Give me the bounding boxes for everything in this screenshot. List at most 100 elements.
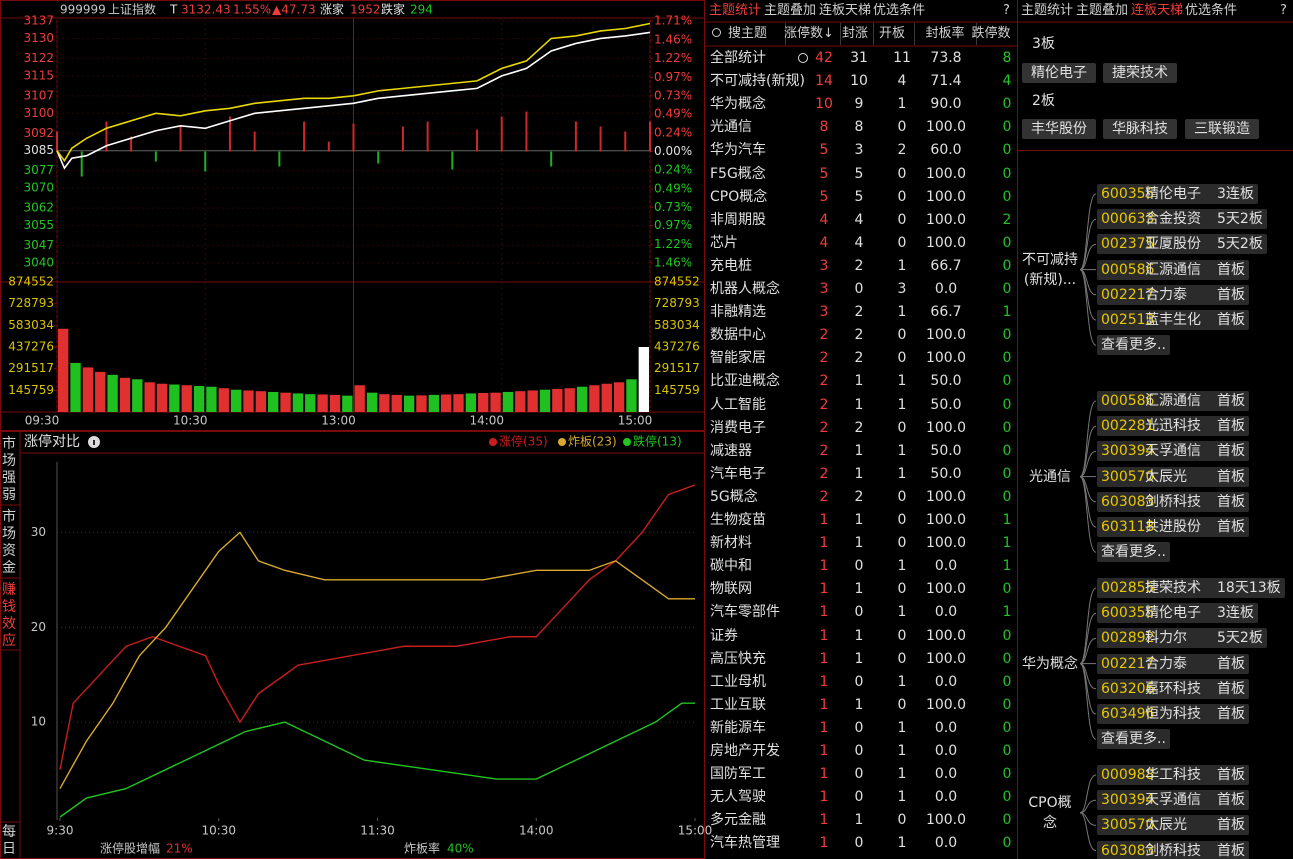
column-header[interactable]: 封板率 — [925, 26, 965, 41]
y2-tick-label: 1.46% — [654, 33, 692, 47]
stock-item[interactable]: 002217 合力泰 首板 — [1097, 653, 1249, 674]
stock-item[interactable]: 002375 亚厦股份 5天2板 — [1097, 234, 1267, 255]
group-label[interactable]: CPO概念 — [1022, 773, 1078, 853]
tab[interactable]: 连板天梯 — [819, 3, 872, 18]
stock-button[interactable]: 捷荣技术 — [1103, 63, 1177, 83]
row-name[interactable]: 人工智能 — [710, 396, 766, 413]
row-name[interactable]: 华为汽车 — [710, 142, 766, 159]
more-button[interactable]: 查看更多.. — [1097, 729, 1170, 750]
stock-button[interactable]: 华脉科技 — [1103, 119, 1177, 139]
row-name[interactable]: 芯片 — [710, 234, 738, 251]
stock-name: 合金投资 — [1145, 211, 1201, 228]
table-cell: 8 — [854, 119, 864, 136]
row-name[interactable]: 物联网 — [710, 581, 752, 598]
stock-item[interactable]: 000988 华工科技 首板 — [1097, 765, 1249, 785]
row-name[interactable]: 比亚迪概念 — [710, 373, 780, 390]
row-name[interactable]: 证券 — [710, 627, 738, 644]
stock-item[interactable]: 600355 精伦电子 3连板 — [1097, 603, 1258, 624]
row-name[interactable]: 华为概念 — [710, 96, 766, 113]
stock-item[interactable]: 603206 嘉环科技 首板 — [1097, 678, 1249, 699]
table-cell: 1 — [854, 650, 864, 667]
stock-item[interactable]: 000633 合金投资 5天2板 — [1097, 209, 1267, 230]
group-label[interactable]: 不可减持(新规)... — [1022, 230, 1078, 310]
volume-tick-label: 145759 — [8, 383, 54, 397]
tab[interactable]: 优选条件 — [873, 3, 926, 18]
column-header[interactable]: 跌停数 — [971, 26, 1011, 41]
stock-item[interactable]: 300394 天孚通信 首板 — [1097, 790, 1249, 811]
side-tab[interactable]: 每日 — [2, 824, 16, 857]
stock-item[interactable]: 603083 剑桥科技 首板 — [1097, 491, 1249, 512]
row-name[interactable]: 国防军工 — [710, 766, 766, 783]
row-name[interactable]: 机器人概念 — [710, 281, 780, 297]
x-tick-label: 13:00 — [321, 414, 356, 428]
stock-button[interactable]: 精伦电子 — [1022, 63, 1096, 83]
side-tab[interactable]: 市场强弱 — [2, 436, 16, 503]
more-button[interactable]: 查看更多.. — [1097, 335, 1170, 356]
stock-item[interactable]: 002217 合力泰 首板 — [1097, 284, 1249, 305]
row-name[interactable]: 无人驾驶 — [710, 789, 766, 806]
column-header[interactable]: 封涨 — [841, 26, 868, 41]
stock-item[interactable]: 603083 剑桥科技 首板 — [1097, 840, 1249, 859]
row-name[interactable]: 消费电子 — [710, 419, 766, 436]
row-name[interactable]: 不可减持(新规) — [710, 73, 805, 90]
x-tick-label: 10:30 — [173, 414, 208, 428]
side-tab[interactable]: 市场资金 — [2, 509, 16, 576]
row-name[interactable]: 光通信 — [710, 119, 752, 136]
row-name[interactable]: 多元金融 — [710, 812, 766, 829]
stock-item[interactable]: 002281 光迅科技 首板 — [1097, 416, 1249, 437]
stock-item[interactable]: 002513 蓝丰生化 首板 — [1097, 310, 1249, 330]
row-name[interactable]: F5G概念 — [710, 165, 766, 182]
row-name[interactable]: 充电桩 — [710, 257, 752, 274]
tab[interactable]: ? — [1280, 3, 1287, 18]
row-name[interactable]: 全部统计 — [710, 50, 766, 66]
group-label[interactable]: 光通信 — [1022, 437, 1078, 517]
row-name[interactable]: CPO概念 — [710, 188, 768, 205]
tab[interactable]: 主题叠加 — [764, 3, 817, 18]
tab[interactable]: 主题叠加 — [1076, 3, 1129, 18]
tab[interactable]: 主题统计 — [1021, 3, 1074, 18]
tab[interactable]: 连板天梯 — [1131, 3, 1184, 18]
y-tick-label: 3055 — [23, 218, 54, 232]
table-cell: 0 — [897, 327, 907, 344]
side-tab[interactable]: 赚钱效应 — [2, 582, 16, 649]
row-name[interactable]: 高压快充 — [710, 650, 766, 667]
stock-item[interactable]: 002855 捷荣技术 18天13板 — [1097, 578, 1285, 598]
row-name[interactable]: 减速器 — [710, 442, 752, 459]
row-name[interactable]: 工业母机 — [710, 673, 766, 690]
stock-item[interactable]: 002892 科力尔 5天2板 — [1097, 628, 1267, 649]
column-header[interactable]: 开板 — [878, 26, 905, 41]
table-cell: 0 — [1002, 419, 1012, 436]
row-name[interactable]: 碳中和 — [710, 558, 752, 575]
group-label[interactable]: 华为概念 — [1022, 624, 1078, 704]
row-name[interactable]: 工业互联 — [710, 696, 766, 713]
more-button[interactable]: 查看更多.. — [1097, 542, 1170, 563]
row-name[interactable]: 新能源车 — [710, 719, 766, 736]
row-name[interactable]: 非周期股 — [710, 211, 766, 228]
row-name[interactable]: 5G概念 — [710, 488, 758, 505]
row-name[interactable]: 生物疫苗 — [710, 512, 766, 528]
row-name[interactable]: 汽车热管理 — [710, 835, 780, 852]
tab[interactable]: ? — [1003, 3, 1010, 18]
row-name[interactable]: 汽车零部件 — [710, 604, 780, 621]
search-box[interactable]: 搜主题 — [728, 26, 768, 41]
stock-item[interactable]: 000586 汇源通信 首板 — [1097, 259, 1249, 280]
row-name[interactable]: 数据中心 — [710, 327, 766, 344]
row-name[interactable]: 非融精选 — [710, 304, 766, 321]
column-header[interactable]: 涨停数↓ — [784, 26, 834, 41]
stock-item[interactable]: 000586 汇源通信 首板 — [1097, 391, 1249, 411]
stock-item[interactable]: 603118 共进股份 首板 — [1097, 517, 1249, 537]
tab[interactable]: 优选条件 — [1185, 3, 1238, 18]
stock-code: 002513 — [1101, 312, 1155, 328]
row-name[interactable]: 房地产开发 — [710, 743, 780, 759]
row-name[interactable]: 智能家居 — [710, 350, 766, 367]
stock-item[interactable]: 300570 太辰光 首板 — [1097, 466, 1249, 487]
row-name[interactable]: 新材料 — [710, 535, 752, 552]
stock-item[interactable]: 600355 精伦电子 3连板 — [1097, 184, 1258, 204]
tab[interactable]: 主题统计 — [709, 3, 762, 18]
stock-item[interactable]: 603496 恒为科技 首板 — [1097, 704, 1249, 724]
stock-button[interactable]: 丰华股份 — [1022, 119, 1096, 139]
stock-item[interactable]: 300570 太辰光 首板 — [1097, 815, 1249, 836]
stock-button[interactable]: 三联锻造 — [1185, 119, 1259, 139]
row-name[interactable]: 汽车电子 — [710, 465, 766, 482]
stock-item[interactable]: 300394 天孚通信 首板 — [1097, 441, 1249, 462]
